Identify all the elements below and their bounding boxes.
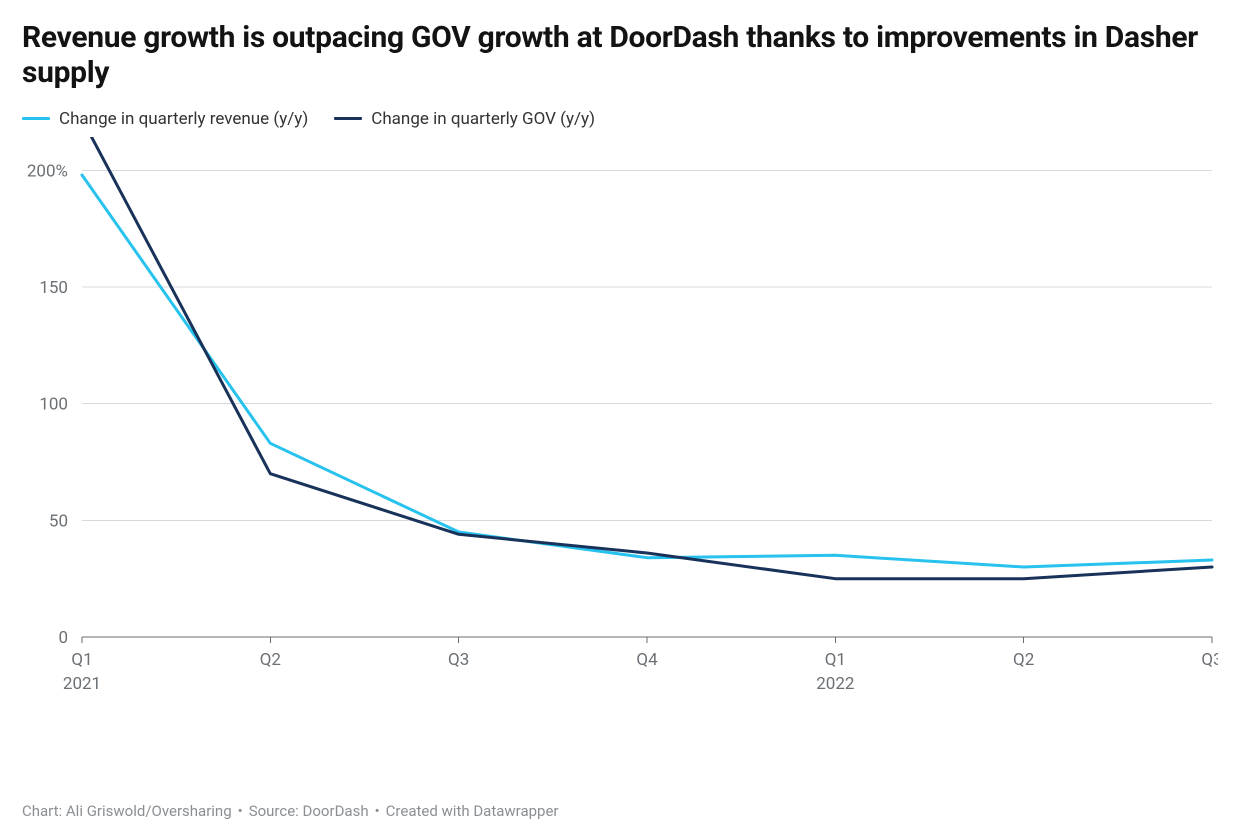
x-tick-label: Q1 xyxy=(825,650,846,670)
x-year-label: 2022 xyxy=(816,674,854,694)
series-line-1 xyxy=(82,137,1212,579)
x-year-label: 2021 xyxy=(63,674,101,694)
x-tick-label: Q2 xyxy=(1013,650,1034,670)
legend-item-1: Change in quarterly GOV (y/y) xyxy=(334,109,595,129)
y-tick-label: 50 xyxy=(49,511,68,531)
series-line-0 xyxy=(82,175,1212,567)
y-tick-label: 100 xyxy=(39,394,68,414)
x-tick-label: Q2 xyxy=(260,650,281,670)
legend-swatch-0 xyxy=(22,117,50,120)
x-tick-label: Q1 xyxy=(71,650,92,670)
x-tick-label: Q3 xyxy=(448,650,469,670)
legend-label-1: Change in quarterly GOV (y/y) xyxy=(371,109,595,129)
footer-part-2: Created with Datawrapper xyxy=(386,802,559,820)
legend: Change in quarterly revenue (y/y) Change … xyxy=(22,109,1218,129)
chart-title: Revenue growth is outpacing GOV growth a… xyxy=(22,20,1218,91)
chart-area: 0 50 100 150 200% Q1 Q2 Q3 Q4 Q1 Q2 Q3 2021 2022 xyxy=(22,137,1218,727)
legend-label-0: Change in quarterly revenue (y/y) xyxy=(59,109,308,129)
legend-item-0: Change in quarterly revenue (y/y) xyxy=(22,109,308,129)
footer-separator: • xyxy=(375,802,380,820)
y-tick-label: 200% xyxy=(27,161,68,181)
legend-swatch-1 xyxy=(334,117,362,120)
footer-part-1: Source: DoorDash xyxy=(249,802,369,820)
footer-separator: • xyxy=(238,802,243,820)
x-tick-label: Q4 xyxy=(636,650,658,670)
x-tick-label: Q3 xyxy=(1201,650,1218,670)
line-chart: 0 50 100 150 200% Q1 Q2 Q3 Q4 Q1 Q2 Q3 2021 2022 xyxy=(22,137,1218,727)
y-tick-label: 150 xyxy=(39,278,68,298)
footer-part-0: Chart: Ali Griswold/Oversharing xyxy=(22,802,232,820)
chart-footer: Chart: Ali Griswold/Oversharing • Source: … xyxy=(22,802,559,820)
y-tick-label: 0 xyxy=(58,628,68,648)
